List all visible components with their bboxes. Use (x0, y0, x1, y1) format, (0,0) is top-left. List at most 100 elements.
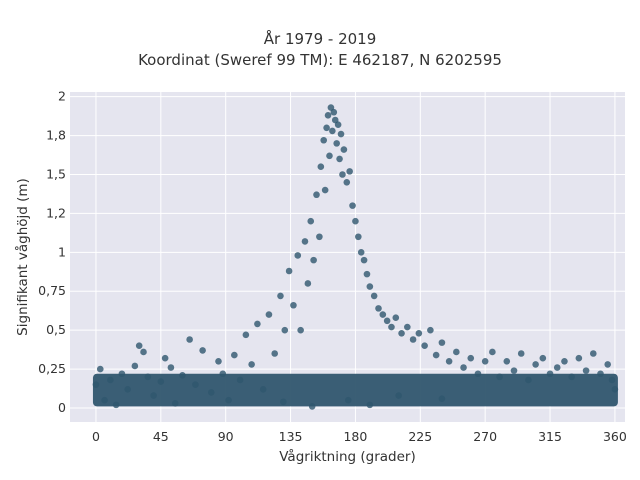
x-tick-label: 360 (603, 429, 627, 444)
data-point (313, 191, 320, 199)
data-point (330, 108, 338, 116)
data-point (489, 348, 496, 356)
data-point (107, 376, 114, 384)
data-point (346, 168, 353, 175)
data-point (363, 270, 371, 278)
chart-subtitle: Koordinat (Sweref 99 TM): E 462187, N 62… (138, 51, 502, 69)
data-point (334, 121, 342, 128)
data-point (96, 365, 104, 373)
x-tick-label: 45 (153, 429, 169, 444)
data-point (285, 267, 293, 275)
data-point (124, 386, 131, 393)
data-point (561, 357, 568, 365)
y-axis-label: Signifikant våghöjd (m) (14, 178, 31, 336)
data-point (307, 217, 315, 225)
x-tick-label: 315 (538, 429, 562, 444)
plot-area (70, 92, 625, 422)
y-tick-label: 1 (58, 244, 66, 259)
density-band (92, 373, 618, 407)
data-point (546, 370, 554, 378)
x-tick-label: 0 (92, 429, 100, 444)
data-point (370, 292, 378, 300)
data-point (135, 342, 143, 350)
x-axis-label: Vågriktning (grader) (279, 448, 416, 465)
data-point (290, 301, 297, 309)
data-point (438, 395, 446, 402)
data-point (271, 350, 279, 357)
data-point (167, 364, 175, 371)
data-point (597, 370, 604, 378)
data-point (297, 326, 304, 334)
y-tick-label: 2 (58, 89, 66, 104)
data-point (131, 362, 139, 370)
data-point (157, 378, 165, 385)
data-point (242, 331, 250, 339)
data-point (310, 256, 317, 264)
data-point (496, 373, 503, 381)
data-point (344, 396, 352, 404)
data-point (349, 202, 356, 209)
data-point (360, 256, 368, 264)
data-point (339, 171, 346, 178)
y-tick-label: 1,2 (46, 205, 66, 220)
data-point (568, 373, 575, 381)
data-point (388, 323, 395, 331)
data-point (379, 311, 387, 318)
data-points (92, 104, 619, 410)
data-point (320, 136, 328, 144)
data-point (453, 348, 460, 356)
data-point (329, 127, 336, 135)
data-point (481, 357, 489, 365)
x-tick-label: 225 (408, 429, 432, 444)
data-point (333, 140, 340, 147)
y-axis-ticks: 0 0,25 0,5 0,75 1 1,2 1,5 1,8 2 (38, 89, 66, 415)
data-point (415, 329, 423, 337)
y-tick-label: 0,5 (46, 322, 66, 337)
data-point (186, 336, 193, 343)
x-axis-ticks: 0 45 90 135 180 225 270 315 360 (92, 429, 627, 444)
data-point (171, 400, 179, 407)
data-point (539, 354, 547, 362)
y-tick-label: 0 (58, 400, 66, 415)
data-point (404, 323, 411, 331)
data-point (532, 361, 539, 368)
data-point (432, 351, 440, 359)
data-point (336, 155, 343, 163)
data-point (604, 361, 612, 368)
data-point (445, 357, 453, 365)
data-point (438, 339, 446, 346)
data-point (589, 350, 597, 357)
data-point (259, 386, 267, 393)
data-point (409, 336, 417, 343)
data-point (199, 347, 206, 354)
data-point (161, 354, 169, 362)
data-point (179, 372, 186, 379)
data-point (144, 373, 152, 381)
data-point (421, 342, 428, 350)
dense-band (92, 373, 618, 407)
data-point (383, 317, 391, 325)
data-point (575, 354, 583, 362)
data-point (608, 376, 616, 384)
data-point (304, 280, 312, 287)
data-point (340, 146, 348, 153)
data-point (317, 163, 325, 171)
data-point (395, 392, 402, 399)
data-point (474, 370, 482, 378)
y-tick-label: 0,25 (38, 361, 66, 376)
x-tick-label: 180 (343, 429, 367, 444)
data-point (324, 112, 332, 119)
data-point (357, 249, 365, 256)
data-point (553, 364, 561, 371)
grid-lines (70, 92, 625, 422)
data-point (427, 326, 434, 334)
data-point (467, 354, 475, 362)
data-point (118, 370, 126, 378)
x-tick-label: 135 (279, 429, 303, 444)
data-point (150, 392, 157, 399)
data-point (366, 283, 374, 290)
data-point (308, 403, 316, 410)
y-tick-label: 0,75 (38, 283, 66, 298)
data-point (337, 130, 345, 138)
